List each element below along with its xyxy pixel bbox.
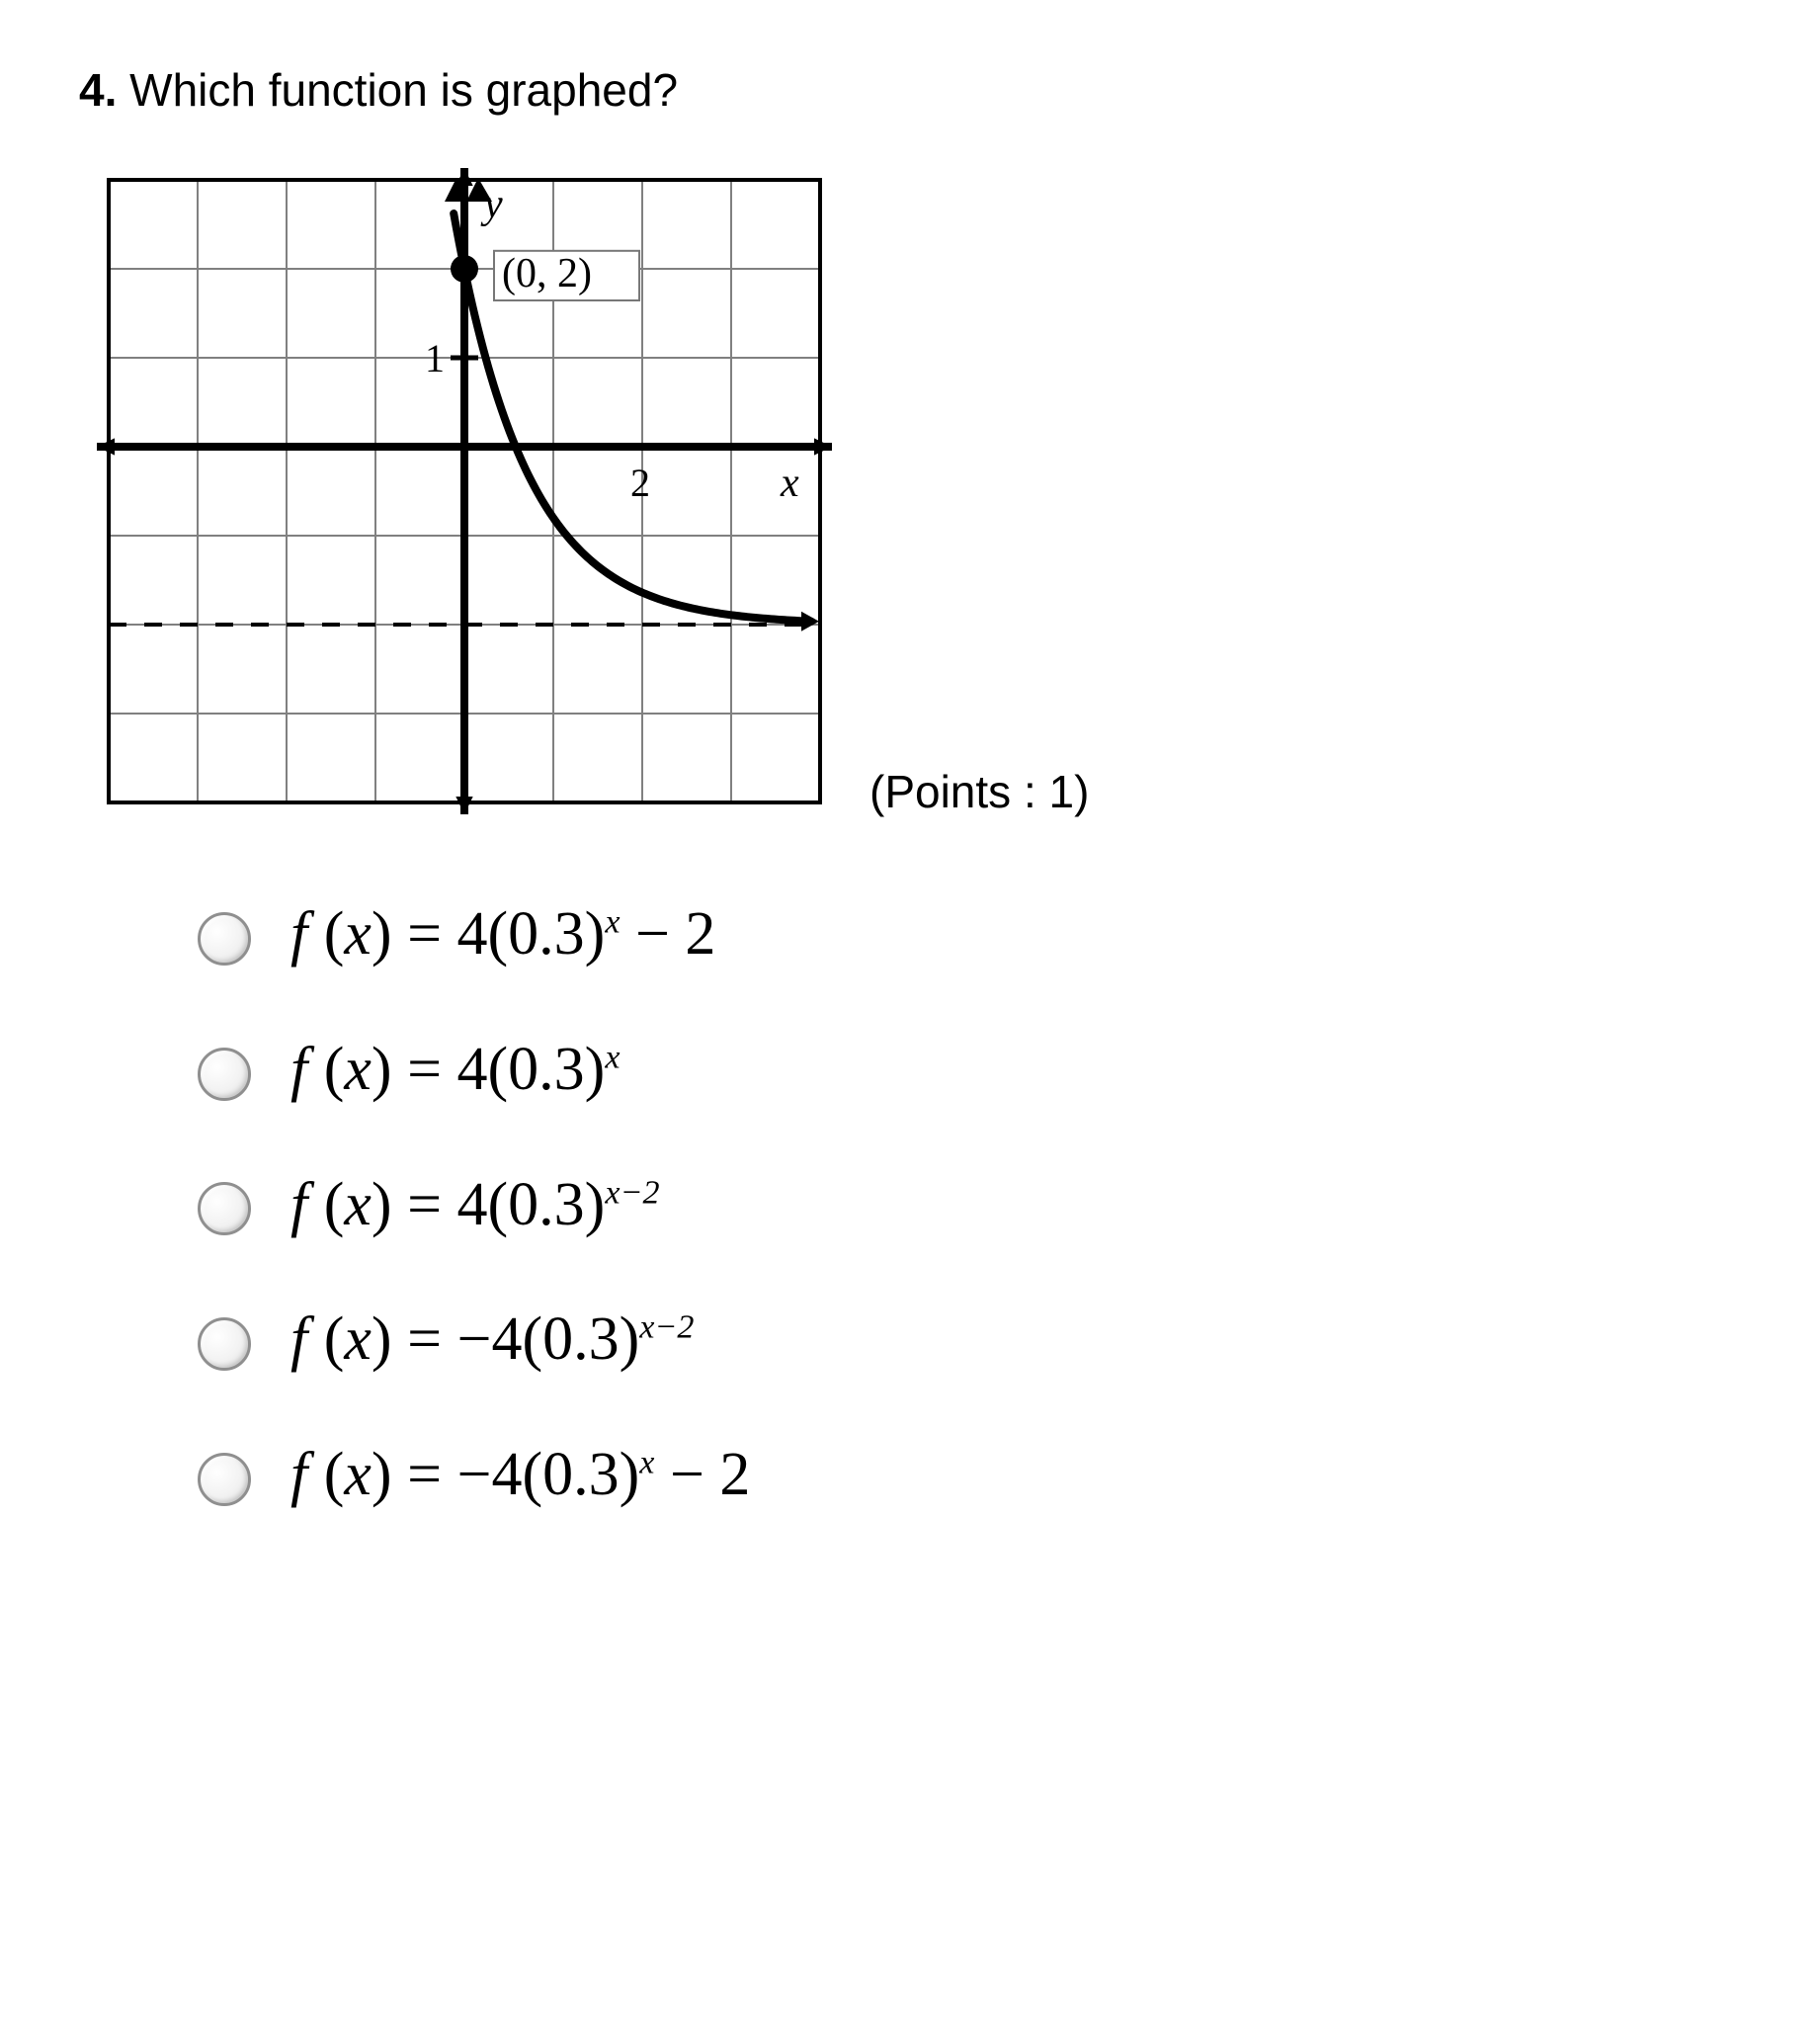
answer-option[interactable]: f (x) = 4(0.3)x−2	[198, 1162, 1741, 1248]
svg-text:y: y	[480, 182, 503, 227]
svg-text:x: x	[780, 461, 799, 506]
radio-button[interactable]	[198, 912, 251, 966]
option-formula: f (x) = −4(0.3)x−2	[290, 1297, 694, 1383]
question-line: 4. Which function is graphed?	[79, 59, 1741, 121]
answer-option[interactable]: f (x) = 4(0.3)x − 2	[198, 891, 1741, 977]
question-number: 4.	[79, 64, 117, 116]
answer-options: f (x) = 4(0.3)x − 2 f (x) = 4(0.3)x f (x) …	[198, 891, 1741, 1518]
radio-button[interactable]	[198, 1453, 251, 1506]
function-graph: y x (0, 2) 1 2	[79, 150, 850, 832]
option-formula: f (x) = 4(0.3)x−2	[290, 1162, 660, 1248]
radio-button[interactable]	[198, 1317, 251, 1371]
question-text: Which function is graphed?	[129, 64, 678, 116]
option-formula: f (x) = −4(0.3)x − 2	[290, 1432, 750, 1518]
option-formula: f (x) = 4(0.3)x − 2	[290, 891, 715, 977]
svg-text:2: 2	[630, 461, 650, 505]
answer-option[interactable]: f (x) = −4(0.3)x − 2	[198, 1432, 1741, 1518]
answer-option[interactable]: f (x) = 4(0.3)x	[198, 1027, 1741, 1113]
figure-row: y x (0, 2) 1 2 (Points : 1)	[79, 150, 1741, 832]
radio-button[interactable]	[198, 1182, 251, 1235]
svg-text:(0, 2): (0, 2)	[502, 251, 592, 296]
answer-option[interactable]: f (x) = −4(0.3)x−2	[198, 1297, 1741, 1383]
option-formula: f (x) = 4(0.3)x	[290, 1027, 620, 1113]
points-label: (Points : 1)	[869, 761, 1089, 832]
radio-button[interactable]	[198, 1048, 251, 1101]
svg-text:1: 1	[425, 336, 445, 380]
